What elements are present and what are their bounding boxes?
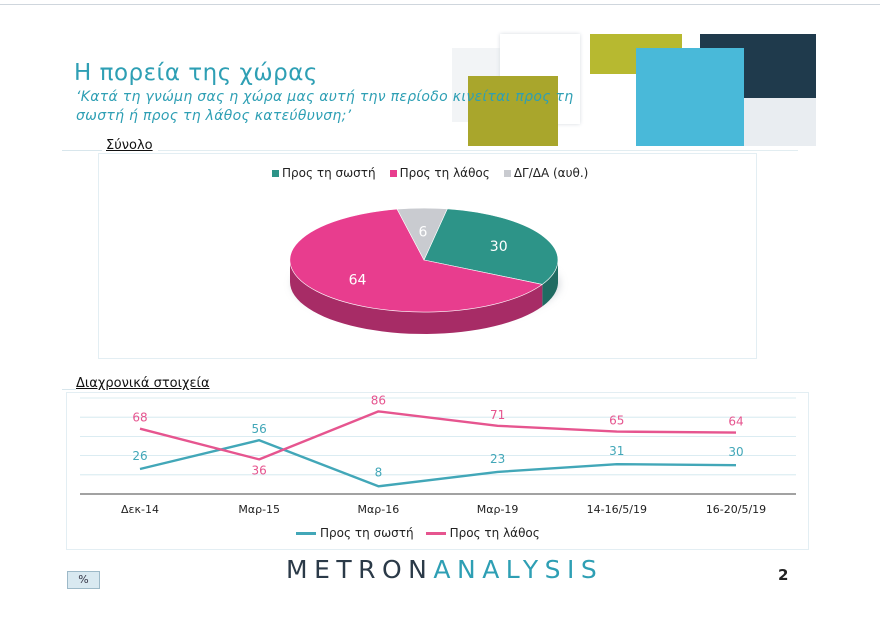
legend-swatch-wrong (389, 169, 397, 177)
legend-label-line-wrong: Προς τη λάθος (449, 526, 540, 540)
line-labels: 26 56 8 23 31 30 68 36 86 71 65 64 (132, 393, 743, 479)
series-line-0 (139, 439, 737, 488)
x-tick-label: Δεκ-14 (121, 503, 159, 516)
section-divider (158, 150, 798, 151)
section-divider (62, 389, 76, 390)
pie-data-label-1: 64 (349, 272, 367, 288)
pie-side-0 (542, 260, 558, 307)
legend-line-wrong (425, 531, 446, 535)
legend-label-correct: Προς τη σωστή (282, 166, 376, 180)
series-line-1 (139, 410, 737, 461)
x-tick-label: 14-16/5/19 (587, 503, 647, 516)
legend-item-correct: Προς τη σωστή (272, 166, 376, 180)
line-data-label: 30 (728, 445, 743, 459)
line-ticks: Δεκ-14 Μαρ-15 Μαρ-16 Μαρ-19 14-16/5/19 16-20/… (121, 503, 766, 516)
metronanalysis-logo: METRONANALYSIS (286, 555, 603, 584)
x-tick-label: Μαρ-19 (477, 503, 519, 516)
pie-data-label-0: 30 (490, 239, 508, 255)
section-title-total: Σύνολο (106, 138, 153, 153)
legend-swatch-correct (272, 169, 279, 177)
deco-square-cyan (636, 48, 744, 146)
section-title-trend: Διαχρονικά στοιχεία (76, 376, 210, 391)
x-tick-label: Μαρ-15 (238, 503, 280, 516)
pie-legend: Προς τη σωστή Προς τη λάθος ΔΓ/ΔΑ (αυθ.) (272, 166, 588, 180)
page-number: 2 (778, 566, 789, 584)
line-data-label: 31 (609, 444, 624, 458)
line-data-label: 65 (609, 414, 624, 428)
logo-part-metron: METRON (286, 555, 434, 584)
line-data-label: 68 (132, 411, 147, 425)
line-data-label: 36 (252, 463, 267, 477)
deco-square-grey (740, 98, 816, 146)
legend-item-wrong: Προς τη λάθος (389, 166, 490, 180)
pie-data-label-2: 6 (419, 224, 428, 240)
top-rule (0, 4, 880, 5)
pie-chart-frame (98, 153, 757, 359)
logo-part-analysis: ANALYSIS (433, 555, 604, 584)
section-divider (62, 150, 102, 151)
legend-label-line-correct: Προς τη σωστή (320, 526, 414, 540)
pie-slice-1 (289, 208, 544, 313)
line-legend: Προς τη σωστή Προς τη λάθος (296, 526, 540, 540)
page-subtitle: ‘Κατά τη γνώμη σας η χώρα μας αυτή την π… (76, 89, 574, 124)
pie-tops (289, 207, 559, 313)
legend-label-dk: ΔΓ/ΔΑ (αυθ.) (513, 166, 589, 180)
pie-side-1 (290, 260, 543, 334)
pie-labels: 30 64 6 (349, 224, 508, 288)
line-chart-frame (66, 392, 809, 550)
legend-item-line-correct: Προς τη σωστή (296, 526, 414, 540)
legend-line-correct (296, 531, 316, 535)
legend-label-wrong: Προς τη λάθος (399, 166, 490, 180)
line-series (139, 410, 737, 488)
legend-item-line-wrong: Προς τη λάθος (425, 526, 540, 540)
page-title: Η πορεία της χώρας (74, 60, 318, 86)
x-tick-label: 16-20/5/19 (706, 503, 766, 516)
pie-sides (290, 260, 558, 334)
line-data-label: 26 (132, 449, 147, 463)
line-data-label: 64 (728, 415, 743, 429)
line-data-label: 23 (490, 452, 505, 466)
x-tick-label: Μαρ-16 (358, 503, 400, 516)
deco-square-olive (468, 76, 558, 146)
line-data-label: 71 (490, 408, 505, 422)
pie-slice-2 (396, 207, 448, 261)
line-data-label: 56 (252, 422, 267, 436)
percent-badge: % (67, 571, 100, 589)
legend-item-dk: ΔΓ/ΔΑ (αυθ.) (503, 166, 589, 180)
line-data-label: 8 (375, 465, 383, 479)
pie-slice-0 (423, 208, 559, 285)
legend-swatch-dk (503, 169, 511, 177)
line-data-label: 86 (371, 393, 386, 407)
